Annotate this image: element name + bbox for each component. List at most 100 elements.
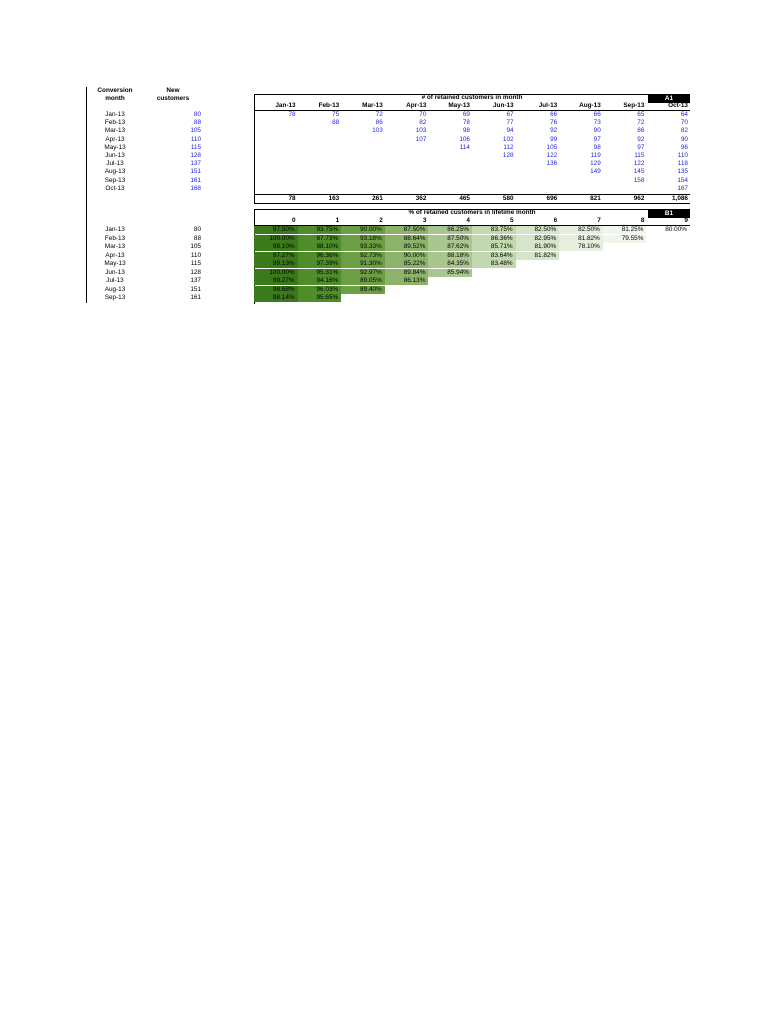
table-a-cell: 73: [593, 119, 601, 127]
table-b-heat-cell: 81.25%: [602, 226, 647, 234]
table-b-row-month: Aug-13: [104, 285, 126, 293]
table-a-cell: 115: [634, 152, 645, 159]
table-a-cell: 106: [459, 135, 470, 143]
table-a-row-new: 80: [193, 111, 201, 118]
table-a-row-new: 110: [190, 135, 201, 143]
table-b-row-new: 161: [190, 294, 201, 301]
table-a-row-new: 161: [190, 176, 201, 184]
table-a-cell: 92: [637, 135, 645, 143]
table-a-cell: 70: [680, 119, 688, 127]
table-a-row-new: 151: [190, 168, 201, 176]
table-a-cell: 167: [677, 184, 688, 192]
table-a-cell: 78: [288, 111, 296, 118]
table-b-heat-cell: 79.55%: [602, 234, 647, 243]
table-a-row-new: 137: [190, 160, 201, 168]
table-a-row-month: May-13: [104, 143, 126, 151]
table-b-row-new: 128: [190, 268, 201, 276]
table-b-row-month: Sep-13: [104, 294, 126, 301]
table-b-heat-cell: 100.00%: [254, 268, 298, 277]
table-b-heat-cell: 91.30%: [341, 260, 385, 268]
table-b-top-border: [254, 209, 690, 210]
table-b-title: % of retained customers in lifetime mont…: [408, 209, 536, 216]
table-b-lifetime-header: 6: [553, 217, 558, 224]
table-a-month-header: Apr-13: [406, 102, 427, 109]
table-b-heat-cell: 78.10%: [559, 243, 603, 251]
table-a-month-header: May-13: [448, 102, 470, 109]
table-a-month-header: Aug-13: [579, 102, 601, 109]
table-a-row-month: Oct-13: [105, 184, 125, 192]
table-a-cell: 128: [502, 152, 514, 159]
table-b-heat-cell: 89.05%: [341, 277, 385, 285]
table-a-total-cell: 962: [633, 195, 645, 202]
table-a-cell: 86: [375, 119, 383, 127]
table-b-heat-cell: 83.64%: [472, 251, 516, 260]
table-a-total-cell: 78: [288, 195, 296, 202]
table-b-heat-cell: 92.73%: [341, 251, 385, 260]
table-b-heat-cell: 97.39%: [297, 260, 342, 268]
table-b-lifetime-header: 1: [335, 217, 340, 224]
table-a-cell: 103: [372, 127, 383, 135]
table-b-heat-cell: 81.82%: [515, 251, 560, 260]
table-a-cell: 66: [550, 111, 558, 118]
table-a-row-month: Aug-13: [104, 168, 126, 176]
table-b-heat-cell: 86.25%: [428, 226, 472, 234]
spreadsheet: Conversion month New customers # of reta…: [0, 0, 768, 320]
table-a-total-cell: 362: [415, 195, 427, 202]
table-b-heat-cell: 87.50%: [428, 234, 472, 243]
table-b-heat-cell: 97.50%: [254, 226, 298, 234]
table-b-lifetime-header: 4: [466, 217, 470, 224]
table-b-row-new: 137: [190, 277, 201, 284]
table-b-row-new: 115: [190, 260, 201, 267]
table-a-top-border: [254, 94, 690, 95]
table-a-cell: 66: [593, 111, 601, 118]
table-a-month-header: Oct-13: [668, 102, 688, 109]
table-a-total-cell: 1,086: [671, 195, 688, 202]
table-a-row-new: 168: [190, 184, 201, 192]
table-b-heat-cell: 93.18%: [341, 234, 385, 243]
table-a-title: # of retained customers in month: [421, 94, 523, 101]
left-border: [86, 87, 87, 303]
table-b-header-underline: [254, 225, 690, 226]
table-a-cell: 98: [593, 143, 601, 151]
table-b-heat-cell: 82.50%: [559, 226, 603, 234]
table-b-heat-cell: 96.03%: [297, 285, 342, 294]
table-a-cell: 158: [633, 176, 645, 184]
table-a-cell: 102: [502, 135, 514, 143]
table-b-heat-cell: 98.10%: [297, 243, 342, 251]
table-a-bottom-border: [254, 203, 690, 204]
table-b-heat-cell: 95.31%: [297, 268, 342, 277]
table-b-row-new: 110: [190, 251, 201, 259]
table-a-total-cell: 261: [372, 195, 383, 202]
table-b-heat-cell: 89.84%: [384, 268, 429, 277]
table-a-cell: 72: [637, 119, 645, 127]
table-b-heat-cell: 81.82%: [559, 234, 603, 243]
table-b-lifetime-header: 5: [510, 217, 514, 224]
table-b-row-month: Jan-13: [105, 226, 125, 233]
table-a-cell: 107: [415, 135, 427, 143]
table-a-row-new: 105: [190, 127, 201, 135]
table-b-heat-cell: 90.00%: [384, 251, 429, 260]
table-b-row-month: Feb-13: [104, 234, 126, 242]
table-a-cell: 122: [633, 160, 645, 168]
table-a-cell: 149: [590, 168, 601, 176]
table-a-left-border: [254, 94, 255, 204]
table-b-lifetime-header: 8: [640, 217, 645, 224]
table-a-month-header: Sep-13: [623, 102, 645, 109]
table-a-cell: 103: [415, 127, 427, 135]
table-b-heat-cell: 87.50%: [384, 226, 429, 234]
table-b-heat-cell: 98.14%: [254, 294, 298, 302]
table-a-row-month: Apr-13: [105, 135, 125, 143]
table-a-cell: 69: [462, 111, 470, 118]
table-a-cell: 90: [593, 127, 601, 135]
table-b-heat-cell: 100.00%: [254, 234, 298, 243]
table-a-cell: 70: [419, 111, 427, 118]
table-b-heat-cell: 97.27%: [254, 251, 298, 260]
table-a-cell: 122: [546, 152, 558, 159]
table-a-row-new: 128: [190, 152, 201, 159]
table-b-heat-cell: 98.68%: [254, 285, 298, 294]
table-b-heat-cell: 85.22%: [384, 260, 429, 268]
table-b-heat-cell: 95.65%: [297, 294, 342, 302]
table-b-row-month: Apr-13: [105, 251, 125, 259]
table-b-row-new: 88: [193, 234, 201, 242]
table-a-cell: 112: [503, 143, 514, 151]
